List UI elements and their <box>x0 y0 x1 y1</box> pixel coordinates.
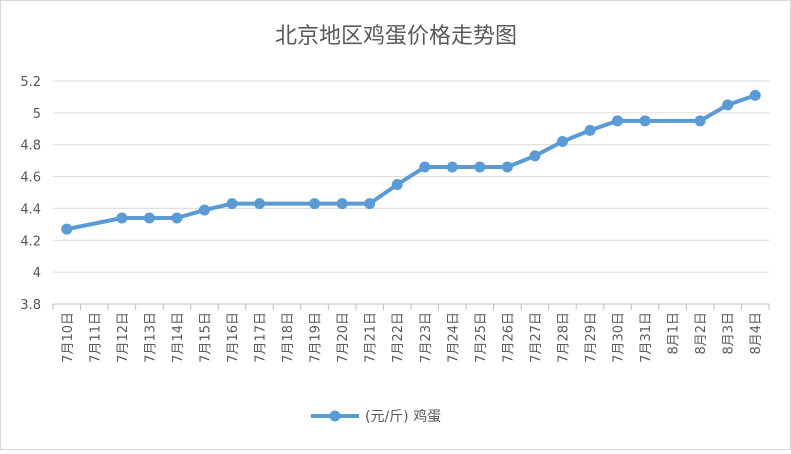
x-tick-label: 7月19日 <box>309 312 324 363</box>
data-point <box>446 161 458 173</box>
y-tick-label: 4.2 <box>20 234 41 249</box>
legend-label: (元/斤) 鸡蛋 <box>365 408 441 425</box>
legend: (元/斤) 鸡蛋 <box>311 408 441 425</box>
x-tick-label: 7月18日 <box>281 312 296 363</box>
data-point <box>391 179 403 191</box>
x-axis <box>52 303 770 310</box>
x-tick-label: 7月10日 <box>61 312 76 363</box>
x-tick-label: 7月22日 <box>391 312 406 363</box>
y-tick-label: 4.8 <box>20 139 41 154</box>
x-axis-ticks: 7月10日 7月11日 7月12日 7月13日 7月14日 7月15日 7月16日 7月17日… <box>61 312 764 363</box>
data-point <box>254 198 266 210</box>
y-tick-label: 4.6 <box>20 171 41 186</box>
x-tick-label: 7月17日 <box>254 312 269 363</box>
y-tick-label: 3.8 <box>20 298 41 313</box>
gridlines <box>53 80 769 273</box>
data-point <box>474 161 486 173</box>
x-tick-label: 7月24日 <box>446 312 461 363</box>
x-tick-label: 7月30日 <box>612 312 627 363</box>
data-point <box>694 115 706 127</box>
x-tick-label: 7月23日 <box>419 312 434 363</box>
data-point <box>226 198 238 210</box>
x-tick-label: 8月2日 <box>694 312 709 355</box>
data-point <box>419 161 431 173</box>
data-point <box>364 198 376 210</box>
x-tick-label: 7月31日 <box>639 312 654 363</box>
data-point <box>501 161 513 173</box>
data-point <box>116 212 128 224</box>
x-tick-label: 7月25日 <box>474 312 489 363</box>
x-tick-label: 7月29日 <box>584 312 599 363</box>
series-line <box>66 93 756 232</box>
y-tick-label: 5 <box>33 107 41 122</box>
x-tick-label: 7月11日 <box>88 312 103 363</box>
data-point <box>143 212 155 224</box>
data-point <box>309 198 321 210</box>
data-point <box>722 99 734 111</box>
x-tick-label: 8月4日 <box>749 312 764 355</box>
x-tick-label: 7月27日 <box>529 312 544 363</box>
y-tick-label: 5.2 <box>20 75 41 90</box>
chart-title: 北京地区鸡蛋价格走势图 <box>275 24 517 49</box>
data-point <box>171 212 183 224</box>
x-tick-label: 8月1日 <box>667 312 682 355</box>
y-axis-ticks: 3.8 4 4.2 4.4 4.6 4.8 5 5.2 <box>20 75 41 313</box>
x-tick-label: 7月14日 <box>171 312 186 363</box>
data-point <box>529 150 541 162</box>
y-tick-label: 4 <box>33 266 41 281</box>
legend-marker-icon <box>329 410 341 422</box>
x-tick-label: 7月20日 <box>336 312 351 363</box>
x-tick-label: 7月28日 <box>556 312 571 363</box>
data-point <box>639 115 651 127</box>
data-point <box>584 124 596 136</box>
x-tick-label: 7月15日 <box>198 312 213 363</box>
x-tick-label: 7月12日 <box>116 312 131 363</box>
data-point <box>612 115 624 127</box>
data-point <box>556 136 568 148</box>
x-tick-label: 7月16日 <box>226 312 241 363</box>
x-tick-label: 7月21日 <box>364 312 379 363</box>
data-point <box>336 198 348 210</box>
x-tick-label: 7月26日 <box>501 312 516 363</box>
data-point <box>61 223 73 235</box>
data-point <box>198 204 210 216</box>
y-tick-label: 4.4 <box>20 202 41 217</box>
series-layer <box>61 89 761 235</box>
x-tick-label: 8月3日 <box>722 312 737 355</box>
x-tick-label: 7月13日 <box>143 312 158 363</box>
data-point <box>749 89 761 101</box>
